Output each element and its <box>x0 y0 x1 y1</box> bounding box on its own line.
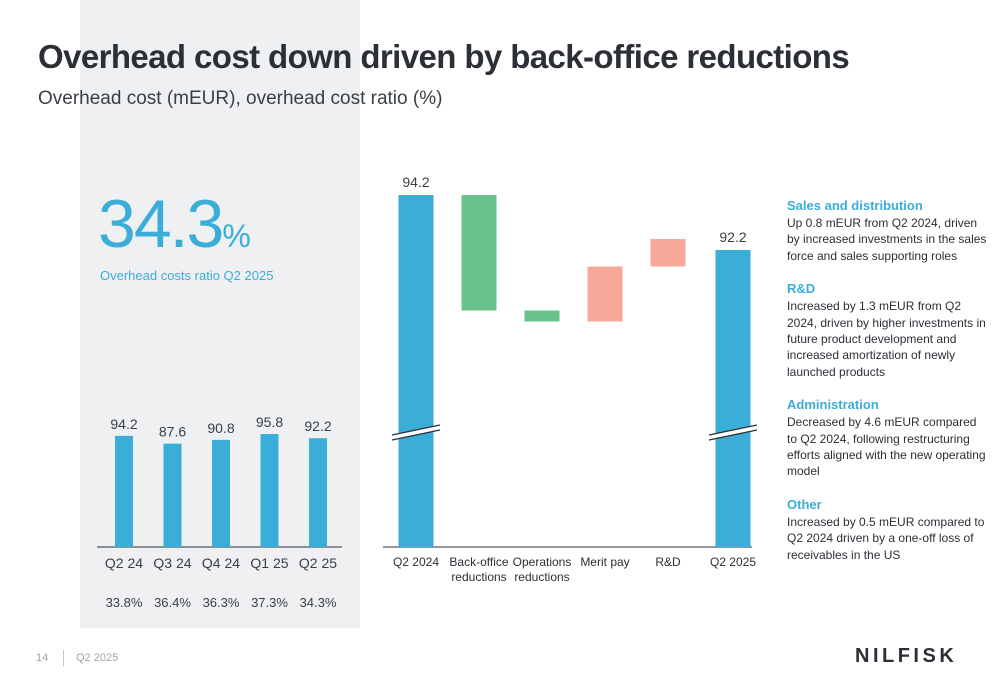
bar-category-label: Q4 24 <box>202 555 240 571</box>
overhead-bar <box>309 438 327 547</box>
overhead-bar <box>260 434 279 547</box>
overhead-bar <box>212 439 230 547</box>
side-note-heading: R&D <box>787 281 816 297</box>
side-note-text: Increased by 0.5 mEUR compared to Q2 202… <box>787 514 985 562</box>
waterfall-end-label: 92.2 <box>719 229 746 245</box>
nilfisk-logo: NILFISK <box>855 645 958 667</box>
side-note: R&D Increased by 1.3 mEUR from Q2 2024, d… <box>787 281 987 380</box>
bar-value-label: 94.2 <box>110 416 137 432</box>
waterfall-category-label: Q2 2024 <box>393 555 439 569</box>
bar-category-label: Q1 25 <box>250 555 288 571</box>
waterfall-total-bar <box>398 195 434 547</box>
axis-break-line <box>708 429 758 441</box>
bar-ratio-label: 36.3% <box>203 595 240 610</box>
footer-divider <box>63 650 64 666</box>
footer-period: Q2 2025 <box>76 652 119 664</box>
waterfall-total-bar <box>715 250 751 547</box>
kpi-value: 34.3 <box>98 186 224 262</box>
bar-ratio-label: 34.3% <box>300 595 337 610</box>
waterfall-decrease-bar <box>461 195 497 311</box>
page-number: 14 <box>36 652 49 664</box>
page-title: Overhead cost down driven by back-office… <box>38 38 850 75</box>
page-subtitle: Overhead cost (mEUR), overhead cost rati… <box>38 88 443 109</box>
axis-break-gap <box>392 425 440 440</box>
overhead-bar <box>163 443 182 547</box>
waterfall-category-label: Back-office <box>449 555 508 569</box>
bar-ratio-label: 33.8% <box>106 595 143 610</box>
waterfall-category-label: R&D <box>655 555 681 569</box>
bar-category-label: Q2 24 <box>105 555 143 571</box>
axis-break-gap <box>709 425 757 440</box>
bar-ratio-label: 36.4% <box>154 595 191 610</box>
kpi-unit: % <box>222 218 251 254</box>
side-note-text: Up 0.8 mEUR from Q2 2024, driven by incr… <box>787 216 987 263</box>
bar-value-label: 95.8 <box>256 414 283 430</box>
waterfall-start-label: 94.2 <box>402 174 429 190</box>
side-note-text: Decreased by 4.6 mEUR compared to Q2 202… <box>787 415 986 479</box>
axis-break-line <box>391 424 441 436</box>
waterfall-category-label: Operations <box>513 555 572 569</box>
axis-break-line <box>391 429 441 441</box>
kpi-label: Overhead costs ratio Q2 2025 <box>100 268 274 283</box>
side-note: Other Increased by 0.5 mEUR compared to Q… <box>787 497 987 563</box>
axis-break-line <box>708 424 758 436</box>
side-note: Sales and distribution Up 0.8 mEUR from Q… <box>787 198 987 264</box>
bar-value-label: 92.2 <box>304 418 331 434</box>
side-note-heading: Sales and distribution <box>787 198 923 213</box>
waterfall-category-label: Q2 2025 <box>710 555 756 569</box>
side-note: Administration Decreased by 4.6 mEUR comp… <box>787 397 987 480</box>
waterfall-category-label: reductions <box>514 570 569 584</box>
waterfall-increase-bar <box>587 266 623 322</box>
waterfall-category-label: reductions <box>451 570 506 584</box>
bar-category-label: Q2 25 <box>299 555 337 571</box>
side-notes: Sales and distribution Up 0.8 mEUR from Q… <box>787 198 987 580</box>
waterfall-increase-bar <box>650 239 686 267</box>
waterfall-decrease-bar <box>524 310 560 322</box>
side-note-text: Increased by 1.3 mEUR from Q2 2024, driv… <box>787 299 986 379</box>
bar-category-label: Q3 24 <box>153 555 191 571</box>
overhead-bar <box>115 435 133 547</box>
waterfall-category-label: Merit pay <box>580 555 629 569</box>
side-note-heading: Other <box>787 496 822 512</box>
side-note-heading: Administration <box>787 397 879 413</box>
bar-ratio-label: 37.3% <box>251 595 288 610</box>
bar-value-label: 90.8 <box>207 420 234 436</box>
kpi-ratio: 34.3% <box>98 185 251 263</box>
bar-value-label: 87.6 <box>159 424 186 440</box>
